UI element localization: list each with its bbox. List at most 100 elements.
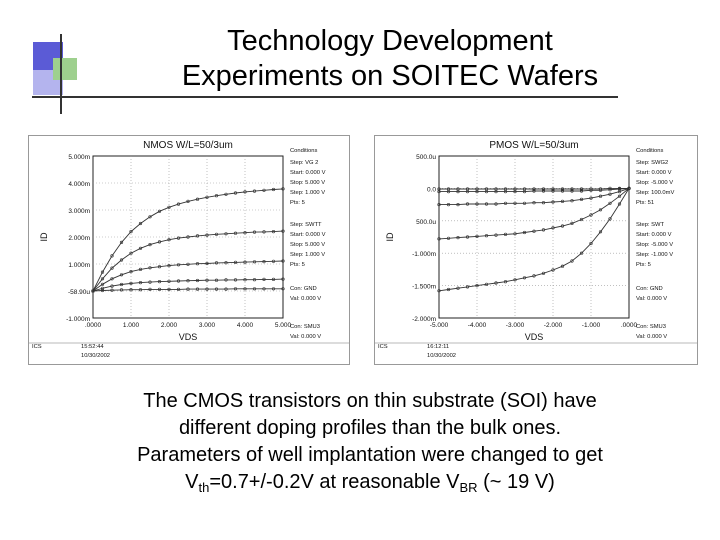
nmos-series-2-point-16 xyxy=(243,260,247,264)
pmos-series-0-point-11 xyxy=(541,271,546,275)
nmos-series-1-point-19 xyxy=(271,229,276,234)
nmos-series-3-point-8 xyxy=(167,279,171,283)
nmos-footer-1: 15:52:44 xyxy=(81,344,104,350)
pmos-series-4-point-13 xyxy=(560,187,565,191)
nmos-condition-5: Pts: 5 xyxy=(290,200,305,206)
nmos-series-0-point-15 xyxy=(233,191,238,195)
pmos-footer-0: ICS xyxy=(378,344,388,350)
nmos-series-0-point-3 xyxy=(119,240,124,244)
pmos-series-2-point-14 xyxy=(570,199,574,203)
pmos-series-1-point-10 xyxy=(532,229,536,233)
nmos-series-4-point-1 xyxy=(100,288,105,293)
nmos-series-line-0 xyxy=(92,188,284,292)
title-underline xyxy=(32,96,618,98)
nmos-series-3-point-10 xyxy=(186,279,190,283)
pmos-condition-6: Step: SWT xyxy=(636,222,664,228)
nmos-condition-3: Stop: 5.000 V xyxy=(290,180,325,186)
pmos-series-1-point-7 xyxy=(503,232,508,236)
pmos-series-1-point-6 xyxy=(494,233,498,237)
pmos-series-2-point-7 xyxy=(503,201,508,205)
nmos-series-4-point-12 xyxy=(205,287,209,291)
nmos-series-1-point-17 xyxy=(252,230,257,234)
nmos-series-2-point-6 xyxy=(148,266,152,270)
pmos-series-1-point-15 xyxy=(579,217,584,222)
nmos-series-4-point-13 xyxy=(214,287,219,291)
nmos-series-3-point-9 xyxy=(176,279,181,283)
nmos-series-2-point-12 xyxy=(205,261,209,266)
pmos-series-1-point-12 xyxy=(551,226,555,230)
pmos-chart-title: PMOS W/L=50/3um xyxy=(489,140,578,151)
pmos-condition-3: Stop: -5.000 V xyxy=(636,180,673,186)
pmos-series-1-point-1 xyxy=(446,236,451,240)
nmos-condition-7: Start: 0.000 V xyxy=(290,232,326,238)
nmos-series-4-point-15 xyxy=(233,287,238,291)
pmos-series-0-point-14 xyxy=(570,259,574,263)
nmos-x-tick-label-1: 1.000 xyxy=(123,322,140,329)
nmos-series-2-point-8 xyxy=(167,264,171,268)
nmos-series-2-point-19 xyxy=(271,259,276,263)
nmos-series-1-point-20 xyxy=(281,229,285,233)
nmos-x-axis-label: VDS xyxy=(179,332,198,342)
nmos-series-3-point-1 xyxy=(100,286,105,290)
nmos-condition-6: Step: SWTT xyxy=(290,222,322,228)
nmos-x-tick-label-0: .0000 xyxy=(85,322,102,329)
pmos-series-0-point-15 xyxy=(579,251,584,255)
nmos-series-2-point-9 xyxy=(176,263,181,267)
pmos-series-4-point-5 xyxy=(484,187,489,191)
pmos-series-0-point-5 xyxy=(484,282,489,286)
pmos-condition-8: Stop: -5.000 V xyxy=(636,242,673,248)
slide-title: Technology Development Experiments on SO… xyxy=(150,24,630,94)
nmos-series-2-point-20 xyxy=(281,259,285,263)
nmos-series-1-point-18 xyxy=(262,230,266,234)
vth-symbol: V xyxy=(185,471,199,493)
pmos-y-axis-label: ID xyxy=(385,232,395,242)
pmos-series-4-point-3 xyxy=(465,187,470,191)
nmos-series-line-2 xyxy=(92,260,284,292)
nmos-series-2-point-14 xyxy=(224,261,228,265)
nmos-condition-0: Conditions xyxy=(290,148,317,154)
pmos-series-2-point-3 xyxy=(465,202,470,206)
caption-line-2: different doping profiles than the bulk … xyxy=(178,417,562,439)
pmos-series-4-point-19 xyxy=(617,186,622,191)
nmos-series-4-point-7 xyxy=(157,287,162,291)
pmos-series-0-point-16 xyxy=(589,241,593,246)
nmos-series-4-point-17 xyxy=(252,287,257,291)
nmos-series-3-point-13 xyxy=(214,278,219,282)
nmos-series-line-1 xyxy=(92,230,284,292)
pmos-y-tick-label-0: 500.0u xyxy=(416,154,436,161)
pmos-series-1-point-3 xyxy=(465,235,470,239)
nmos-condition-14: Val: 0.000 V xyxy=(290,334,321,340)
pmos-series-line-0 xyxy=(438,188,630,292)
pmos-series-2-point-9 xyxy=(522,201,527,205)
pmos-condition-1: Step: SWG2 xyxy=(636,160,668,166)
nmos-series-0-point-4 xyxy=(129,229,133,234)
nmos-series-0-point-8 xyxy=(167,205,171,209)
pmos-series-2-point-16 xyxy=(589,196,593,200)
pmos-condition-12: Val: 0.000 V xyxy=(636,296,667,302)
pmos-series-3-point-11 xyxy=(541,189,546,193)
nmos-series-2-point-1 xyxy=(100,282,105,286)
nmos-series-1-point-1 xyxy=(100,277,105,281)
nmos-series-0-point-10 xyxy=(186,199,190,203)
nmos-series-3-point-14 xyxy=(224,278,228,282)
nmos-condition-13: Con: SMU3 xyxy=(290,324,320,330)
nmos-series-2-point-18 xyxy=(262,259,266,264)
nmos-series-0-point-20 xyxy=(281,187,285,191)
pmos-series-4-point-16 xyxy=(589,187,593,191)
pmos-series-4-point-1 xyxy=(446,187,451,191)
pmos-series-2-point-6 xyxy=(494,202,498,206)
nmos-series-1-point-6 xyxy=(148,242,152,247)
nmos-series-3-point-18 xyxy=(262,277,266,281)
nmos-series-3-point-11 xyxy=(195,278,200,283)
nmos-series-0-point-18 xyxy=(262,188,266,192)
nmos-series-3-point-19 xyxy=(271,277,276,281)
pmos-series-2-point-12 xyxy=(551,200,555,204)
nmos-series-4-point-0 xyxy=(91,289,95,293)
pmos-plot-frame xyxy=(438,155,630,319)
pmos-series-0-point-12 xyxy=(551,268,555,272)
nmos-series-line-4 xyxy=(92,288,283,292)
pmos-chart-panel: PMOS W/L=50/3um 500.0u 0.0 500.0u -1.000m -1.… xyxy=(374,135,698,365)
vbr-subscript: BR xyxy=(459,480,478,495)
nmos-series-0-point-6 xyxy=(148,215,152,219)
caption-line-4: Vth=0.7+/-0.2V at reasonable VBR (~ 19 V… xyxy=(60,469,680,496)
